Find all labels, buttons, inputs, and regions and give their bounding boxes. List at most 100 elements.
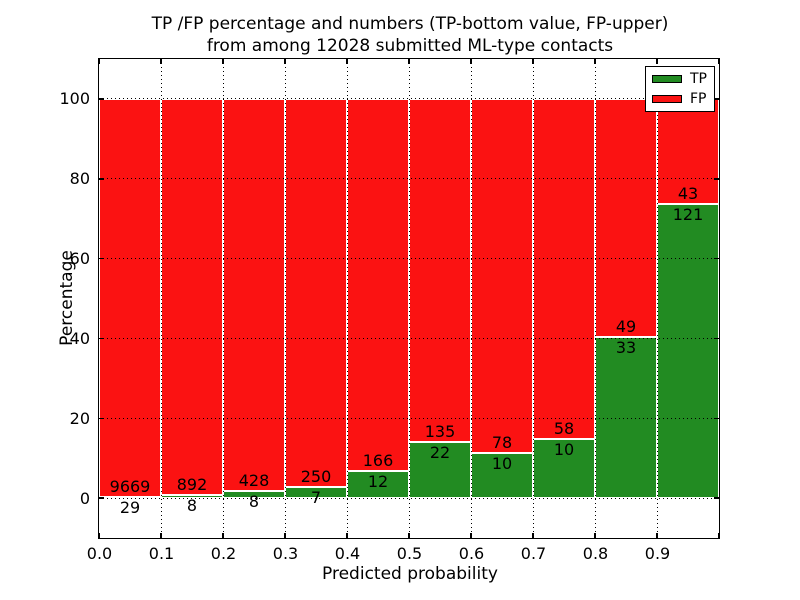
y-tick-mark	[714, 337, 719, 340]
y-tick-label: 100	[59, 89, 90, 109]
y-tick-mark	[99, 178, 104, 180]
x-tick-mark	[160, 533, 162, 538]
bar-segment-fp	[99, 98, 161, 497]
x-tick-mark	[346, 533, 348, 538]
x-tick-mark	[98, 59, 100, 64]
x-tick-mark	[470, 533, 472, 538]
gridline-vertical	[656, 59, 658, 538]
x-axis-label: Predicted probability	[322, 564, 498, 584]
bar-count-label-fp: 250	[300, 467, 332, 487]
x-tick-mark	[594, 533, 596, 538]
x-tick-label: 0.2	[210, 544, 237, 563]
y-tick-mark	[714, 98, 719, 100]
x-tick-label: 0.6	[458, 544, 485, 563]
x-tick-mark	[656, 533, 658, 538]
plot-area: 9669 29 892 8 428 8 250 7 166 12 135 22 78 10 58 10 49 33…	[98, 58, 720, 539]
bar-count-label-tp: 8	[186, 495, 198, 515]
bar-count-label-fp: 9669	[109, 476, 151, 496]
bar-count-label-tp: 10	[491, 453, 513, 473]
x-tick-mark	[470, 59, 472, 64]
x-tick-label: 0.8	[582, 544, 609, 563]
y-tick-mark	[99, 497, 104, 499]
x-tick-mark	[656, 59, 658, 64]
x-tick-mark	[284, 533, 286, 538]
bar-segment-tp	[533, 439, 595, 499]
gridline-vertical	[470, 59, 472, 538]
x-tick-mark	[346, 59, 348, 64]
gridline-vertical	[594, 59, 596, 538]
bar-count-label-fp: 78	[491, 432, 513, 452]
bars-layer	[99, 59, 719, 538]
legend-swatch-tp-icon	[652, 75, 682, 84]
x-tick-mark	[408, 533, 410, 538]
bar-count-label-tp: 22	[429, 443, 451, 463]
grid-layer	[99, 59, 719, 538]
bar-count-label-tp: 12	[367, 472, 389, 492]
x-tick-label: 0.9	[644, 544, 671, 563]
x-tick-label: 0.4	[334, 544, 361, 563]
bar-segment-fp	[347, 98, 409, 472]
bar-count-label-fp: 43	[677, 183, 699, 203]
x-tick-label: 0.1	[148, 544, 175, 563]
y-tick-mark	[714, 257, 719, 260]
gridline-vertical	[346, 59, 348, 538]
legend-swatch-fp-icon	[652, 94, 682, 103]
chart-title: TP /FP percentage and numbers (TP-bottom…	[100, 13, 720, 57]
x-tick-mark	[408, 59, 410, 64]
bar-count-label-tp: 8	[248, 491, 260, 511]
legend-entry-fp: FP	[652, 92, 714, 106]
x-tick-mark	[160, 59, 162, 64]
legend: TP FP	[645, 66, 715, 112]
bar-count-label-tp: 121	[672, 204, 704, 224]
bar-count-label-tp: 7	[310, 488, 322, 508]
bar-count-label-tp: 29	[119, 497, 141, 517]
bar-count-label-fp: 428	[238, 470, 270, 490]
gridline-vertical	[408, 59, 410, 538]
y-tick-mark	[99, 337, 104, 340]
x-tick-label: 0.0	[86, 544, 113, 563]
bar-count-label-tp: 33	[615, 338, 637, 358]
y-tick-label: 0	[79, 488, 90, 508]
y-tick-label: 80	[69, 169, 90, 189]
bar-count-label-fp: 892	[176, 474, 208, 494]
bar-segment-fp	[409, 98, 471, 443]
y-tick-mark	[99, 417, 104, 419]
bar-count-labels-layer: 9669 29 892 8 428 8 250 7 166 12 135 22 78 10 58 10 49 33…	[99, 59, 719, 538]
bar-segment-tp	[471, 452, 533, 499]
legend-label-tp: TP	[690, 71, 707, 88]
y-tick-mark	[714, 178, 719, 180]
gridline-vertical	[284, 59, 286, 538]
bar-count-label-fp: 166	[362, 451, 394, 471]
x-tick-mark	[532, 59, 534, 64]
gridline-vertical	[160, 59, 162, 538]
y-tick-label: 20	[69, 408, 90, 428]
y-tick-mark	[99, 98, 104, 100]
bar-count-label-tp: 10	[553, 440, 575, 460]
bar-count-label-fp: 49	[615, 317, 637, 337]
x-tick-label: 0.3	[272, 544, 299, 563]
bar-segment-fp	[657, 98, 719, 204]
x-tick-mark	[222, 59, 224, 64]
x-tick-mark	[718, 533, 720, 538]
bar-count-label-fp: 58	[553, 419, 575, 439]
tick-marks-layer	[98, 59, 720, 538]
x-tick-label: 0.5	[396, 544, 423, 563]
x-tick-label: 0.7	[520, 544, 547, 563]
y-tick-mark	[714, 497, 719, 499]
chart-title-line-1: TP /FP percentage and numbers (TP-bottom…	[151, 14, 669, 34]
x-tick-mark	[284, 59, 286, 64]
gridline-vertical	[532, 59, 534, 538]
y-tick-mark	[99, 257, 104, 260]
x-tick-mark	[98, 533, 100, 538]
bar-segment-tp	[657, 203, 719, 499]
x-tick-mark	[532, 533, 534, 538]
bar-segment-tp	[409, 442, 471, 499]
bar-count-label-fp: 135	[424, 422, 456, 442]
legend-label-fp: FP	[690, 90, 707, 107]
y-tick-mark	[714, 417, 719, 419]
y-tick-label: 40	[69, 328, 90, 348]
x-tick-mark	[222, 533, 224, 538]
x-tick-mark	[718, 59, 720, 64]
bar-segment-fp	[223, 98, 285, 491]
